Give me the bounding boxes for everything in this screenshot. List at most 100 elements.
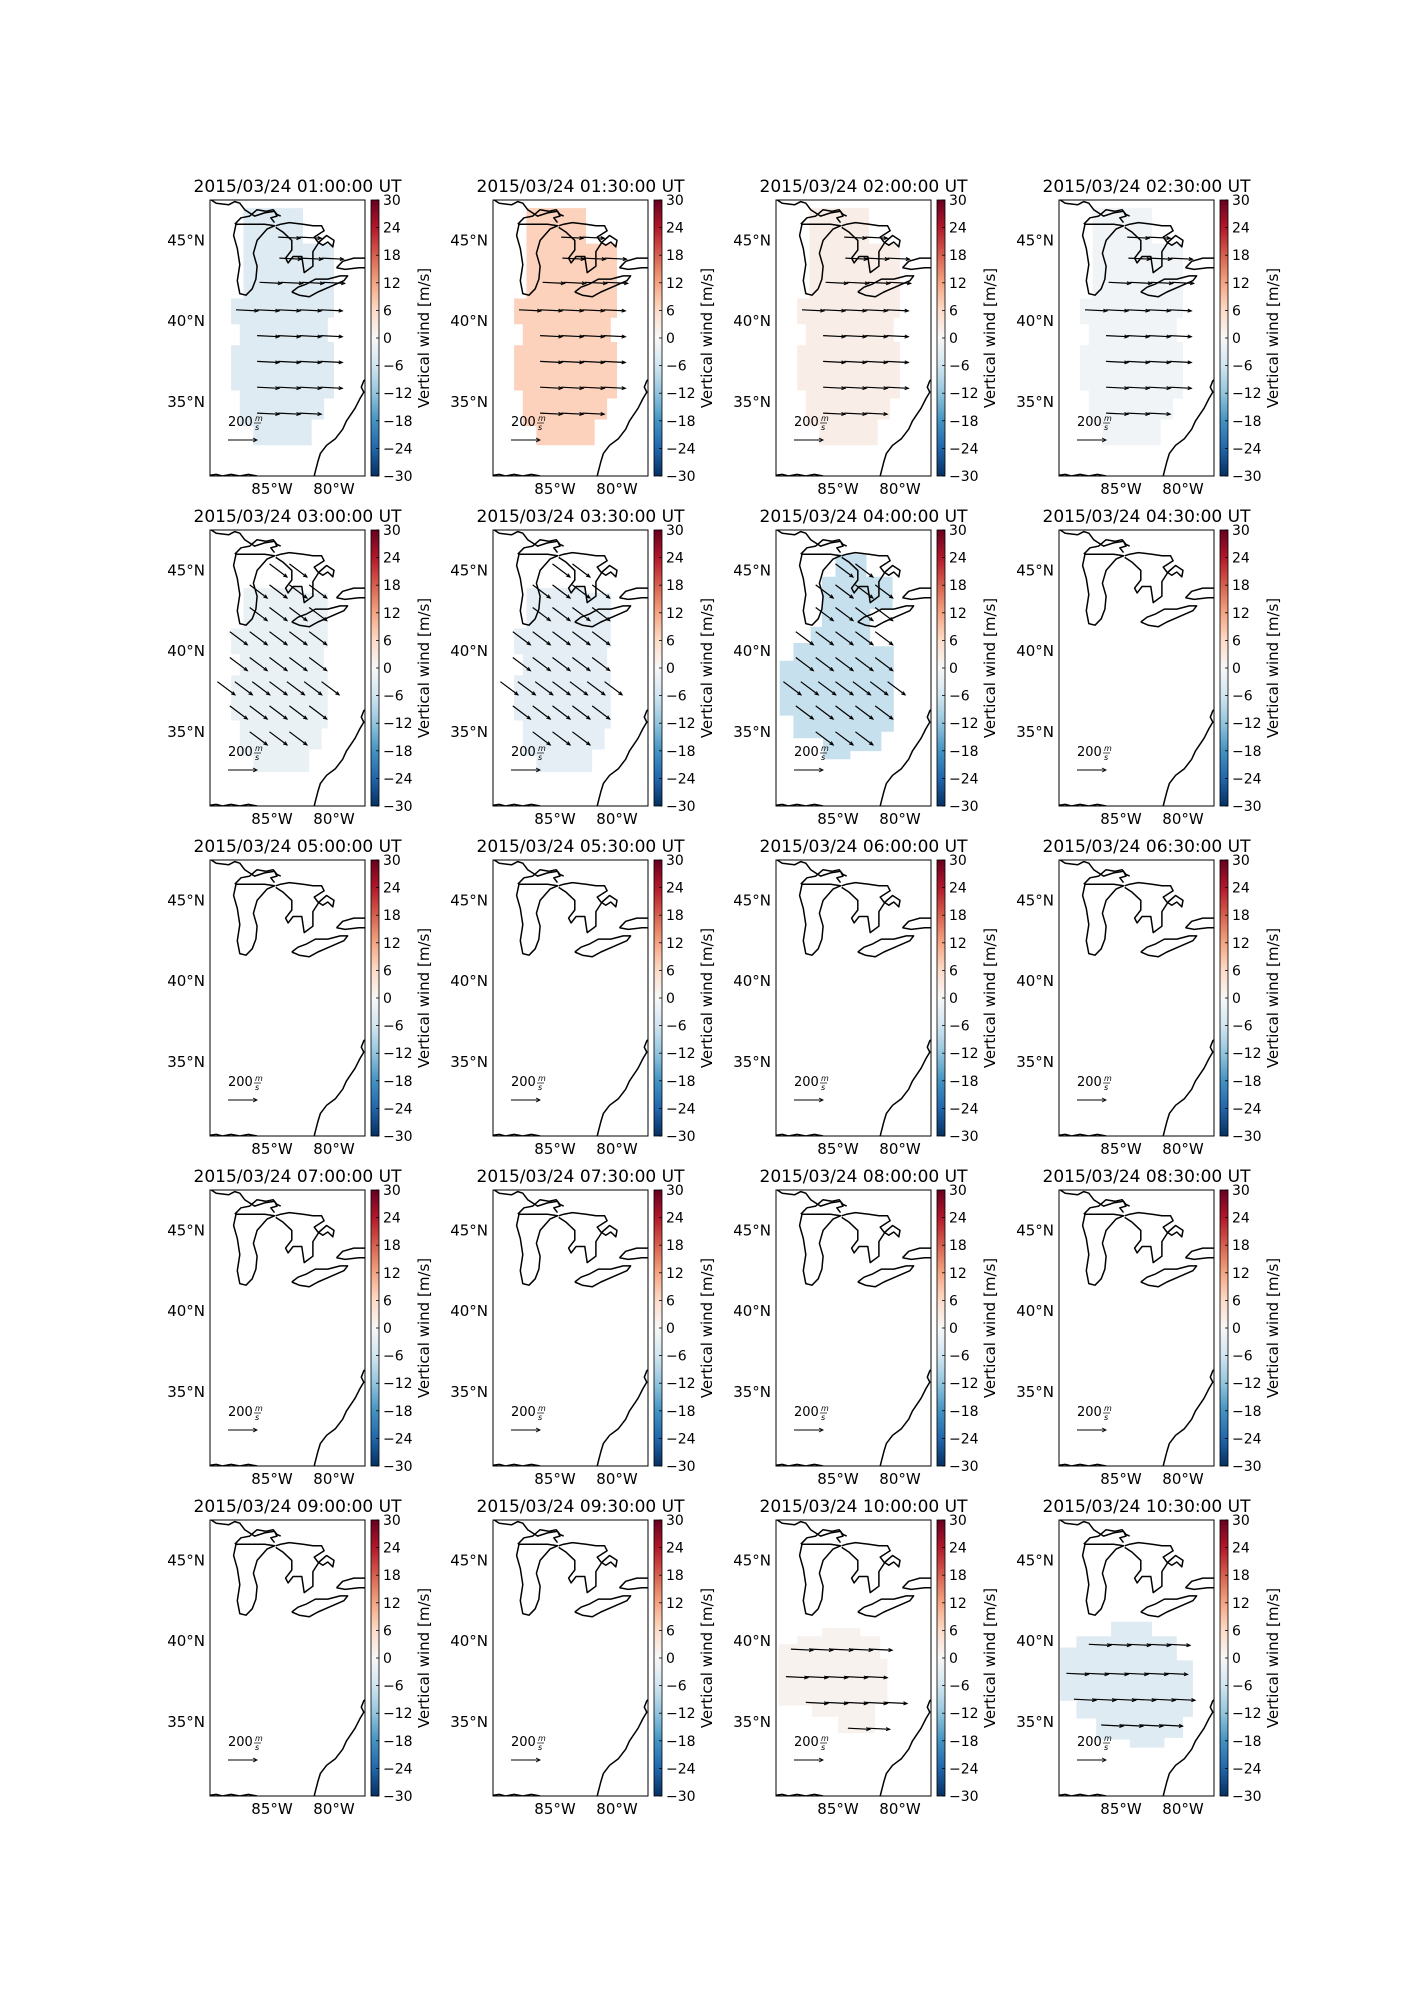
wind-vector-head [338,308,344,313]
lat-tick-label: 35°N [1016,1053,1054,1071]
wind-vector-head [1111,1698,1117,1703]
wind-vector-head [868,641,875,646]
coastline-lake-ontario [901,917,931,931]
wind-vector-head [275,411,281,416]
map-area: 200 ms [776,1520,931,1796]
coastline-lake-michigan [798,223,842,296]
colorbar-tick-label: 0 [383,1651,392,1667]
wind-vector [844,309,867,312]
wind-vector [1106,1672,1129,1675]
lat-tick-label: 35°N [1016,1713,1054,1731]
wind-vector-head [296,236,302,241]
coastline-lake-superior [210,200,278,224]
lat-tick-label: 35°N [450,1383,488,1401]
colorbar-label: Vertical wind [m/s] [698,598,716,738]
wind-vector-head [809,667,815,672]
coastline-upper-peninsula [800,1528,847,1545]
wind-vector [552,563,571,578]
wind-vector [1106,309,1129,312]
coastline-lake-huron [275,881,335,934]
wind-vector [835,563,854,578]
reference-arrow-value: 200 [228,1075,253,1090]
wind-vector [299,360,322,364]
colorbar-tick-label: 18 [666,1238,684,1254]
coastline-lake-superior [493,860,561,884]
wind-vector [604,257,627,260]
wind-vector-head [884,257,890,262]
colorbar-tick-label: −24 [949,771,979,787]
coastline-lake-michigan [232,1543,276,1616]
wind-vector-head [585,641,592,646]
coastline-gulf [776,473,824,476]
coastline-atlantic [313,1368,365,1466]
wind-vector [278,236,301,239]
reference-arrow-value: 200 [511,745,536,760]
wind-vector-head [1144,1672,1150,1677]
colorbar-tick-label: 12 [1232,606,1250,622]
reference-arrow-head [535,767,542,773]
wind-vector-head [560,281,566,286]
reference-arrow-value: 200 [228,415,253,430]
wind-vector [257,386,280,389]
coastline-gulf [210,1793,258,1796]
wind-vector [561,335,584,338]
wind-vector-head [829,641,835,646]
lon-tick-label: 85°W [1100,810,1142,828]
wind-vector [1125,1672,1149,1675]
wind-vector-head [849,573,855,578]
wind-vector [835,584,854,599]
coastline-lake-ontario [335,1247,365,1261]
wind-vector [1148,386,1171,389]
wind-vector [308,607,328,622]
wind-vector [249,731,268,746]
wind-vector [1148,309,1171,312]
wind-vector [532,607,551,622]
colorbar-label: Vertical wind [m/s] [1264,928,1282,1068]
reference-arrow-head [252,437,259,443]
wind-vector [1173,1698,1196,1701]
colorbar-tick-label: 24 [1232,881,1250,897]
wind-vector [286,681,305,696]
wind-vector [790,1648,813,1651]
wind-vector-head [605,594,611,599]
wind-vector [815,631,834,646]
coastline-upper-peninsula [517,208,564,225]
map-frame [775,1519,932,1797]
coastline-lake-huron [1124,1541,1184,1594]
wind-vector-head [883,1675,889,1680]
wind-vector [532,657,551,672]
coastline-atlantic [596,708,648,806]
wind-vector-head [808,1648,815,1653]
wind-vector [874,584,894,599]
lat-tick-label: 35°N [167,393,205,411]
colorbar-tick-label: −30 [949,1459,979,1475]
wind-vector-head [583,691,589,696]
coastline-lake-michigan [798,1543,842,1616]
colorbar-label: Vertical wind [m/s] [1264,1258,1282,1398]
reference-arrow-head [252,767,259,773]
wind-vector-head [1124,334,1130,339]
wind-vector-head [558,411,564,416]
wind-vector [815,731,834,746]
coastline-lake-superior [776,1190,844,1214]
wind-vector [289,731,308,746]
wind-vector [552,657,571,672]
colorbar-tick-label: −24 [666,441,696,457]
wind-vector [320,335,343,338]
map-frame [775,529,932,807]
colorbar-tick-label: −18 [666,1734,696,1750]
wind-vector [865,360,888,364]
wind-vector [855,607,874,622]
wind-vector-head [849,641,855,646]
map-panel: 2015/03/24 01:00:00 UT 200 ms 45°N 40°N 35°N 8… [167,177,433,498]
wind-vector-head [1171,1698,1177,1703]
reference-arrow-unit: m [1104,1074,1112,1083]
wind-vector [874,631,894,646]
wind-vector-head [1151,1698,1157,1703]
reference-arrow-unit: s [1104,1413,1108,1422]
wind-vector [886,360,909,364]
lon-tick-label: 80°W [879,1800,921,1818]
lon-tick-label: 85°W [251,1470,293,1488]
wind-vector-head [1126,1643,1132,1648]
lon-tick-label: 80°W [313,1470,355,1488]
